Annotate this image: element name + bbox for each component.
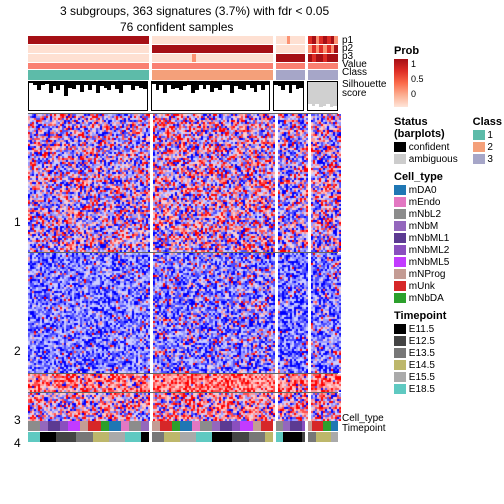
anno-track-label: Silhouette score bbox=[342, 80, 386, 98]
legend-swatch bbox=[394, 197, 406, 207]
bottom-anno-label: Timepoint bbox=[342, 424, 386, 433]
legend-swatch bbox=[473, 130, 485, 140]
legend-title: Cell_type bbox=[394, 171, 502, 183]
legend-label: E12.5 bbox=[406, 336, 435, 347]
legend-label: 1 bbox=[485, 130, 493, 141]
legend-label: mNbML1 bbox=[406, 233, 449, 244]
legend-label: mNbL2 bbox=[406, 209, 441, 220]
legend-label: E13.5 bbox=[406, 348, 435, 359]
legend-title: Status (barplots) bbox=[394, 116, 467, 140]
legend-swatch bbox=[394, 269, 406, 279]
legend-label: mNbDA bbox=[406, 293, 444, 304]
legend-swatch bbox=[394, 293, 406, 303]
legend-area: Prob10.50Status (barplots) confident amb… bbox=[394, 40, 502, 396]
legend-label: mNbM bbox=[406, 221, 438, 232]
legend-swatch bbox=[394, 233, 406, 243]
legend-swatch bbox=[394, 336, 406, 346]
legend-swatch bbox=[394, 154, 406, 164]
legend-label: mUnk bbox=[406, 281, 435, 292]
legend-title: Timepoint bbox=[394, 310, 502, 322]
legend-swatch bbox=[394, 185, 406, 195]
chart-subtitle: 76 confident samples bbox=[120, 20, 233, 34]
heatmap-panel bbox=[28, 114, 150, 252]
bottom-anno-label: Cell_type bbox=[342, 414, 384, 423]
legend-swatch bbox=[394, 209, 406, 219]
row-block-label: 3 bbox=[14, 413, 21, 427]
legend-label: E18.5 bbox=[406, 384, 435, 395]
legend-swatch bbox=[394, 142, 406, 152]
heatmap-panel bbox=[153, 253, 275, 373]
heatmap-panel bbox=[311, 253, 341, 373]
legend-label: mNbML5 bbox=[406, 257, 449, 268]
legend-title: Prob bbox=[394, 45, 502, 57]
heatmap-panel bbox=[153, 114, 275, 252]
legend-label: 3 bbox=[485, 154, 493, 165]
legend-swatch bbox=[394, 372, 406, 382]
legend-swatch bbox=[394, 281, 406, 291]
legend-swatch bbox=[394, 384, 406, 394]
row-block-label: 2 bbox=[14, 344, 21, 358]
legend-swatch bbox=[473, 142, 485, 152]
legend-swatch bbox=[394, 348, 406, 358]
legend-swatch bbox=[394, 245, 406, 255]
legend-label: confident bbox=[406, 142, 449, 153]
heatmap-panel bbox=[153, 393, 275, 421]
colorbar bbox=[394, 59, 408, 107]
legend-swatch bbox=[394, 324, 406, 334]
heatmap-panel bbox=[28, 253, 150, 373]
row-block-label: 4 bbox=[14, 436, 21, 450]
chart-title: 3 subgroups, 363 signatures (3.7%) with … bbox=[60, 4, 329, 18]
legend-swatch bbox=[394, 257, 406, 267]
legend-label: mDA0 bbox=[406, 185, 437, 196]
heatmap-panel bbox=[278, 374, 308, 392]
row-block-label: 1 bbox=[14, 215, 21, 229]
heatmap-panel bbox=[153, 374, 275, 392]
heatmap-panel bbox=[278, 253, 308, 373]
legend-label: mEndo bbox=[406, 197, 440, 208]
legend-label: E11.5 bbox=[406, 324, 434, 335]
heatmap-panel bbox=[28, 393, 150, 421]
legend-title: Class bbox=[473, 116, 502, 128]
legend-label: E14.5 bbox=[406, 360, 435, 371]
heatmap-panel bbox=[278, 114, 308, 252]
legend-label: 2 bbox=[485, 142, 493, 153]
heatmap-panel bbox=[311, 114, 341, 252]
heatmap-panel bbox=[278, 393, 308, 421]
anno-track-label: Class bbox=[342, 68, 367, 77]
heatmap-panel bbox=[311, 374, 341, 392]
heatmap-panel bbox=[28, 374, 150, 392]
legend-swatch bbox=[394, 360, 406, 370]
legend-swatch bbox=[473, 154, 485, 164]
legend-label: mNProg bbox=[406, 269, 445, 280]
legend-swatch bbox=[394, 221, 406, 231]
heatmap-panel bbox=[311, 393, 341, 421]
legend-label: mNbML2 bbox=[406, 245, 449, 256]
legend-label: E15.5 bbox=[406, 372, 435, 383]
heatmap-figure bbox=[28, 36, 338, 504]
legend-label: ambiguous bbox=[406, 154, 458, 165]
